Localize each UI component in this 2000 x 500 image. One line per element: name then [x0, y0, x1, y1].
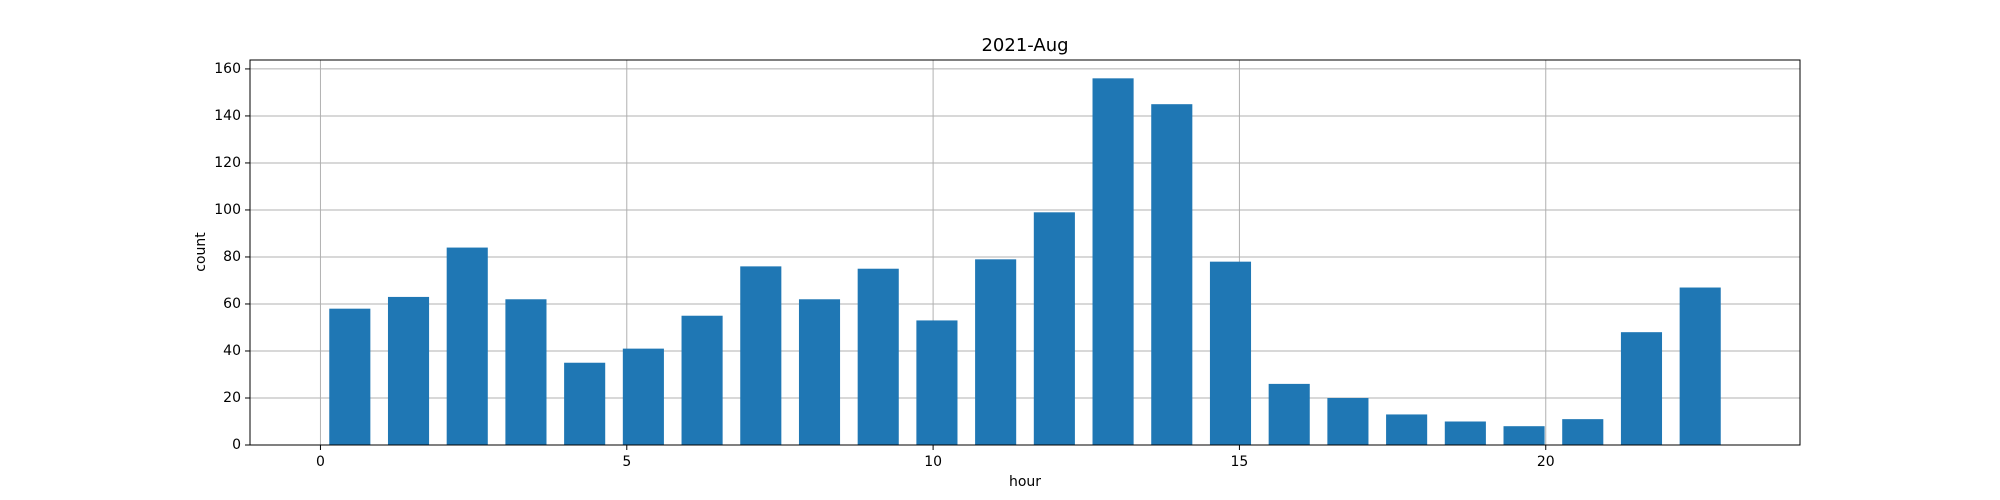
bar: [1268, 383, 1310, 445]
bar: [1679, 287, 1721, 445]
x-tick-label: 10: [924, 454, 942, 470]
bar: [505, 299, 547, 445]
bar: [1033, 212, 1075, 445]
y-tick-label: 80: [223, 249, 241, 265]
y-tick-label: 120: [214, 155, 241, 171]
chart-title: 2021-Aug: [981, 35, 1068, 56]
bar: [387, 296, 430, 445]
bar: [1444, 421, 1486, 445]
bar: [329, 308, 371, 445]
y-tick-label: 40: [223, 343, 241, 359]
x-tick-label: 15: [1231, 454, 1249, 470]
bar: [857, 268, 899, 445]
bar: [975, 259, 1017, 445]
y-tick-label: 100: [214, 202, 241, 218]
bar: [681, 315, 723, 445]
x-tick-label: 5: [622, 454, 631, 470]
bar: [1209, 261, 1252, 445]
bar: [1503, 426, 1545, 445]
y-tick-label: 20: [223, 390, 241, 406]
y-axis-label: count: [193, 232, 209, 272]
bar: [740, 266, 782, 445]
y-tick-label: 0: [232, 437, 241, 453]
bar: [916, 320, 958, 445]
bar: [1620, 332, 1663, 445]
bar: [1092, 78, 1134, 445]
bar: [798, 299, 841, 445]
bar: [1386, 414, 1428, 445]
bar: [1151, 104, 1193, 445]
bar: [564, 362, 606, 445]
x-tick-label: 20: [1537, 454, 1555, 470]
y-tick-label: 140: [214, 108, 241, 124]
plot-frame: [249, 59, 1801, 446]
bar: [1562, 419, 1604, 445]
y-tick-label: 160: [214, 61, 241, 77]
y-tick-label: 60: [223, 296, 241, 312]
x-axis-label: hour: [1009, 474, 1041, 490]
bar: [622, 348, 664, 445]
bar: [1327, 397, 1369, 445]
x-tick-label: 0: [316, 454, 325, 470]
bar: [446, 247, 488, 445]
